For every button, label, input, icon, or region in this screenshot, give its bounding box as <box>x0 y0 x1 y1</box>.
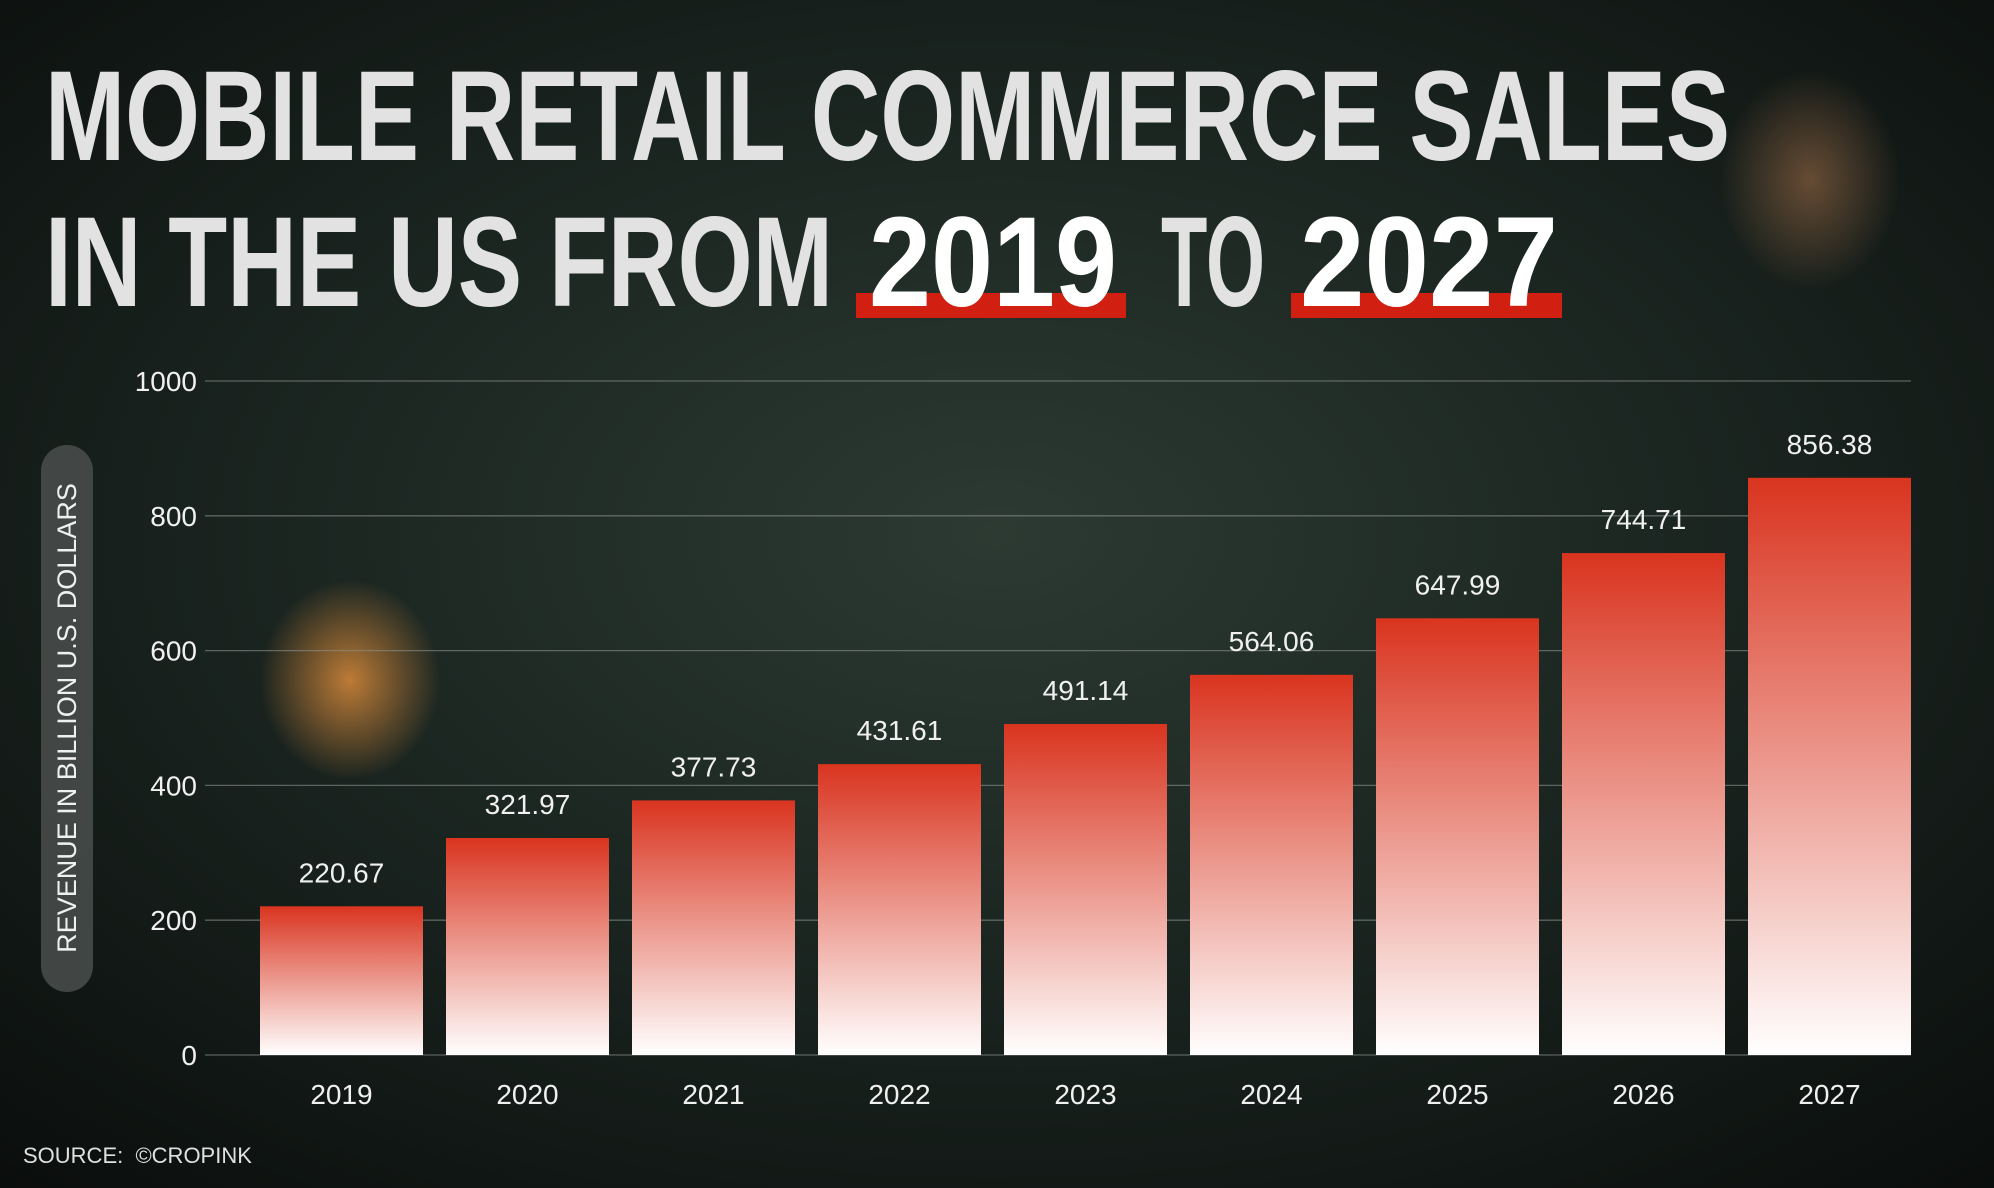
bar <box>1190 674 1353 1055</box>
x-tick-label: 2025 <box>1426 1079 1488 1110</box>
bar <box>1562 553 1725 1055</box>
x-tick-label: 2019 <box>310 1079 372 1110</box>
value-label: 744.71 <box>1601 504 1687 535</box>
value-label: 564.06 <box>1229 626 1315 657</box>
bar <box>446 837 609 1055</box>
y-axis-label: REVENUE IN BILLION U.S. DOLLARS <box>52 483 82 953</box>
title-line: TO <box>1161 191 1265 334</box>
title-line: IN THE US FROM <box>45 191 833 334</box>
x-tick-label: 2027 <box>1798 1079 1860 1110</box>
value-label: 856.38 <box>1787 429 1873 460</box>
value-label: 220.67 <box>299 857 385 888</box>
bar <box>1004 723 1167 1055</box>
title-year: 2019 <box>869 191 1117 334</box>
x-tick-label: 2020 <box>496 1079 558 1110</box>
title-line: MOBILE RETAIL COMMERCE SALES <box>45 45 1730 188</box>
y-tick-label: 0 <box>181 1040 197 1071</box>
bokeh <box>260 580 440 780</box>
y-tick-label: 1000 <box>135 366 197 397</box>
value-label: 377.73 <box>671 751 757 782</box>
x-tick-label: 2026 <box>1612 1079 1674 1110</box>
x-tick-label: 2023 <box>1054 1079 1116 1110</box>
x-tick-label: 2022 <box>868 1079 930 1110</box>
title-year: 2027 <box>1300 191 1558 334</box>
value-label: 321.97 <box>485 789 571 820</box>
bar <box>260 906 423 1055</box>
bokeh <box>1720 70 1900 290</box>
bar <box>1748 477 1911 1055</box>
y-tick-label: 200 <box>150 905 197 936</box>
source: SOURCE: ©CROPINK <box>23 1143 252 1168</box>
underline <box>1291 293 1562 318</box>
y-tick-label: 400 <box>150 770 197 801</box>
value-label: 491.14 <box>1043 675 1129 706</box>
bar <box>632 800 795 1055</box>
value-label: 431.61 <box>857 715 943 746</box>
bar <box>1376 618 1539 1055</box>
y-tick-label: 600 <box>150 636 197 667</box>
underline <box>856 293 1126 318</box>
axis-label-pill <box>41 445 93 992</box>
x-tick-label: 2024 <box>1240 1079 1302 1110</box>
x-tick-label: 2021 <box>682 1079 744 1110</box>
value-label: 647.99 <box>1415 569 1501 600</box>
bar <box>818 764 981 1055</box>
y-tick-label: 800 <box>150 501 197 532</box>
